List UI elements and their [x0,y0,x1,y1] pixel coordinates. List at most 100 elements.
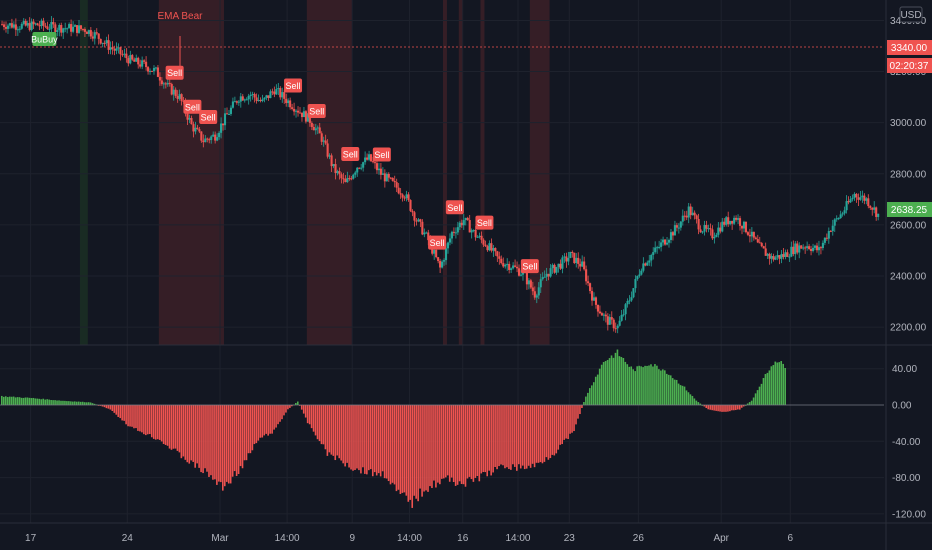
candle-body [794,243,797,255]
histogram-bar [24,397,27,405]
candle-body [145,61,148,68]
candle-body [261,99,264,101]
candle-body [573,252,576,264]
histogram-bar [630,366,633,405]
candle-body [446,242,450,249]
candle-body [819,247,822,249]
candle-body [650,254,653,261]
signal-zone-bands [79,0,550,345]
candle-body [133,59,136,62]
histogram-bar [472,405,475,482]
histogram-bar [782,363,784,405]
histogram-bar [592,382,595,405]
candle-body [855,193,858,198]
histogram-bar [271,405,273,434]
histogram-bar [310,405,313,429]
histogram-bar [54,400,56,405]
candle-body [289,100,292,108]
candle-body [802,247,805,249]
candle-body [421,221,424,235]
histogram-bar [178,405,181,453]
histogram-bar [75,401,78,405]
bear-zone-0 [158,0,224,345]
candle-body [308,113,311,123]
candle-body [813,245,817,248]
candle-body [407,194,410,201]
candle-body [549,268,552,277]
histogram-bar [752,397,755,405]
histogram-bar [484,405,487,473]
histogram-bar [480,405,483,474]
candle-body [285,98,288,104]
histogram-bar [320,405,323,445]
oscillator-axis[interactable]: 40.00 0.00 -40.00 -80.00 -120.00 [892,364,926,520]
candle-body [600,313,603,316]
candle-body [218,132,221,138]
candle-body [16,29,19,31]
histogram-bar [220,405,222,483]
candle-body [480,235,483,240]
histogram-bar [369,405,372,470]
histogram-bar [723,405,725,412]
histogram-bar [200,405,202,473]
histogram-bar [425,405,427,491]
candle-body [369,154,373,162]
candle-body [265,95,268,98]
candle-body [810,248,813,251]
candle-body [269,91,272,99]
candle-body [630,297,633,301]
candle-body [72,26,75,32]
histogram-bar [192,405,195,462]
time-axis[interactable]: 17 24 Mar 14:00 9 14:00 16 14:00 23 26 Apr 6 [25,533,793,544]
candle-body [249,94,252,96]
candle-body [594,297,598,305]
histogram-bar [336,405,339,456]
histogram-bar [115,405,118,415]
candle-body [865,198,868,201]
candle-body [869,206,872,208]
candle-body [42,20,45,26]
histogram-bar [72,401,74,405]
candle-body [604,314,607,317]
histogram-bar [638,365,640,405]
histogram-bar [300,405,303,410]
candle-body [2,24,6,28]
histogram-bar [247,405,250,454]
histogram-bar [470,405,473,480]
histogram-bar [658,369,660,405]
candle-body [54,24,57,32]
histogram-bar [389,405,392,485]
candle-body [754,237,757,240]
candle-body [200,131,203,141]
bear-zone-2 [443,0,447,345]
candle-body [68,24,71,29]
candle-body [328,155,331,157]
candle-body [685,215,688,218]
currency-badge[interactable] [899,6,923,23]
candle-body [381,173,384,175]
histogram-bar [516,405,518,471]
candle-body [640,270,643,275]
candle-body [861,195,864,198]
histogram-bar [308,405,311,425]
histogram-bar [85,402,88,405]
candle-body [119,47,122,55]
candle-body [275,89,278,95]
candle-body [875,207,878,217]
candle-body [273,91,276,95]
candle-body [835,218,838,220]
candle-body [693,212,696,216]
candle-body [458,222,461,228]
histogram-bar [689,394,692,405]
histogram-bar [600,364,603,405]
candle-body [342,178,345,180]
candle-body [137,57,140,65]
histogram-bar [377,405,380,474]
histogram-bar [687,392,690,405]
histogram-bar [91,403,94,405]
candle-body [679,221,682,228]
candle-body [543,276,546,278]
histogram-bar [83,402,86,405]
histogram-bar [168,405,171,449]
histogram-bar [356,405,358,469]
